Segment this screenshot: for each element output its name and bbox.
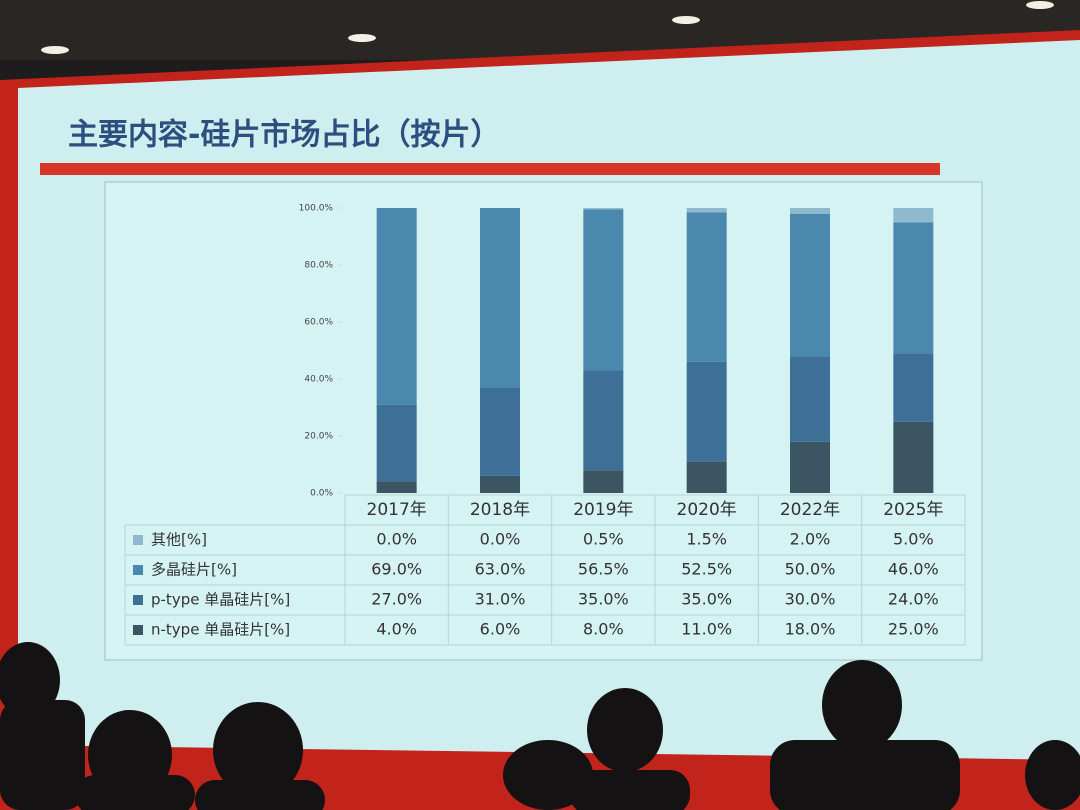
data-label: 63.0% xyxy=(475,560,526,579)
bar-segment xyxy=(686,361,727,462)
x-tick-label: 2020年 xyxy=(677,500,737,520)
legend-label: p-type 单晶硅片[%] xyxy=(151,591,290,609)
bar-segment xyxy=(376,481,417,493)
bar-segment xyxy=(480,387,520,476)
data-label: 30.0% xyxy=(785,590,836,609)
chart-title: 主要内容-硅片市场占比（按片） xyxy=(68,118,500,153)
title-underline xyxy=(40,163,940,175)
data-label: 4.0% xyxy=(376,620,417,639)
data-label: 25.0% xyxy=(888,620,939,639)
bar-segment xyxy=(583,370,624,471)
bar-segment xyxy=(893,208,934,223)
y-tick-label: 80.0% xyxy=(304,261,333,271)
chart-frame xyxy=(104,181,983,661)
y-tick-label: 20.0% xyxy=(304,432,333,442)
data-label: 8.0% xyxy=(583,620,624,639)
bar-segment xyxy=(790,208,830,214)
bar-segment xyxy=(893,353,934,422)
bar-segment xyxy=(893,421,934,493)
x-tick-label: 2022年 xyxy=(780,500,840,520)
data-label: 35.0% xyxy=(681,590,732,609)
data-label: 52.5% xyxy=(681,560,732,579)
data-label: 56.5% xyxy=(578,560,629,579)
y-tick-label: 40.0% xyxy=(304,375,333,385)
data-label: 5.0% xyxy=(893,530,934,549)
bar-segment xyxy=(376,208,417,405)
bar-segment xyxy=(583,209,624,371)
legend-label: 其他[%] xyxy=(151,531,207,549)
y-tick-label: 100.0% xyxy=(299,204,334,214)
ceiling-light xyxy=(1026,1,1054,9)
data-label: 1.5% xyxy=(686,530,727,549)
data-label: 35.0% xyxy=(578,590,629,609)
bar-segment xyxy=(480,475,520,493)
x-tick-label: 2019年 xyxy=(573,500,633,520)
data-label: 46.0% xyxy=(888,560,939,579)
bar-segment xyxy=(686,212,727,362)
data-label: 2.0% xyxy=(790,530,831,549)
bar-segment xyxy=(583,470,624,493)
bar-segment xyxy=(686,208,727,213)
ceiling-light xyxy=(672,16,700,24)
legend-swatch xyxy=(133,625,143,635)
audience xyxy=(0,642,1080,810)
data-label: 0.0% xyxy=(480,530,521,549)
x-tick-label: 2017年 xyxy=(367,500,427,520)
legend-label: n-type 单晶硅片[%] xyxy=(151,621,290,639)
data-label: 18.0% xyxy=(785,620,836,639)
data-label: 6.0% xyxy=(480,620,521,639)
bar-segment xyxy=(583,208,624,210)
bar-segment xyxy=(480,208,520,388)
ceiling-light xyxy=(348,34,376,42)
y-tick-label: 0.0% xyxy=(310,489,333,499)
bar-segment xyxy=(893,222,934,354)
bar-segment xyxy=(376,404,417,482)
data-label: 0.5% xyxy=(583,530,624,549)
bar-segment xyxy=(686,461,727,493)
data-label: 27.0% xyxy=(371,590,422,609)
legend-swatch xyxy=(133,535,143,545)
data-label: 31.0% xyxy=(475,590,526,609)
bar-segment xyxy=(790,356,830,442)
ceiling-light xyxy=(41,46,69,54)
legend-swatch xyxy=(133,565,143,575)
data-label: 11.0% xyxy=(681,620,732,639)
chart: 0.0% 20.0% 40.0% 60.0% 80.0% 100.0% 2017年 2018年… xyxy=(124,204,966,646)
x-tick-label: 2025年 xyxy=(883,500,943,520)
data-label: 69.0% xyxy=(371,560,422,579)
data-label: 0.0% xyxy=(376,530,417,549)
legend-swatch xyxy=(133,595,143,605)
data-label: 24.0% xyxy=(888,590,939,609)
x-tick-label: 2018年 xyxy=(470,500,530,520)
data-label: 50.0% xyxy=(785,560,836,579)
legend-label: 多晶硅片[%] xyxy=(151,561,237,579)
bar-segment xyxy=(790,441,830,493)
bar-segment xyxy=(790,213,830,357)
y-tick-label: 60.0% xyxy=(304,318,333,328)
